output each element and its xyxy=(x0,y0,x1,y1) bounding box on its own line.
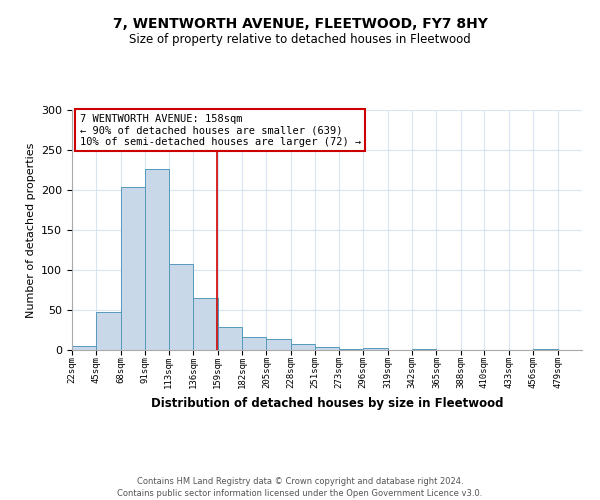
Bar xyxy=(266,339,291,350)
Text: Contains public sector information licensed under the Open Government Licence v3: Contains public sector information licen… xyxy=(118,489,482,498)
X-axis label: Distribution of detached houses by size in Fleetwood: Distribution of detached houses by size … xyxy=(151,397,503,410)
Text: Size of property relative to detached houses in Fleetwood: Size of property relative to detached ho… xyxy=(129,32,471,46)
Bar xyxy=(193,298,218,350)
Text: 7 WENTWORTH AVENUE: 158sqm
← 90% of detached houses are smaller (639)
10% of sem: 7 WENTWORTH AVENUE: 158sqm ← 90% of deta… xyxy=(80,114,361,147)
Bar xyxy=(363,348,388,350)
Bar xyxy=(169,264,193,350)
Text: Contains HM Land Registry data © Crown copyright and database right 2024.: Contains HM Land Registry data © Crown c… xyxy=(137,478,463,486)
Bar xyxy=(72,346,97,350)
Text: 7, WENTWORTH AVENUE, FLEETWOOD, FY7 8HY: 7, WENTWORTH AVENUE, FLEETWOOD, FY7 8HY xyxy=(113,18,487,32)
Bar xyxy=(338,349,363,350)
Bar xyxy=(412,349,436,350)
Bar xyxy=(242,337,266,350)
Bar xyxy=(291,344,316,350)
Bar xyxy=(145,169,169,350)
Bar xyxy=(218,327,242,350)
Bar xyxy=(533,349,557,350)
Bar xyxy=(121,187,145,350)
Y-axis label: Number of detached properties: Number of detached properties xyxy=(26,142,35,318)
Bar xyxy=(97,312,121,350)
Bar xyxy=(316,347,338,350)
